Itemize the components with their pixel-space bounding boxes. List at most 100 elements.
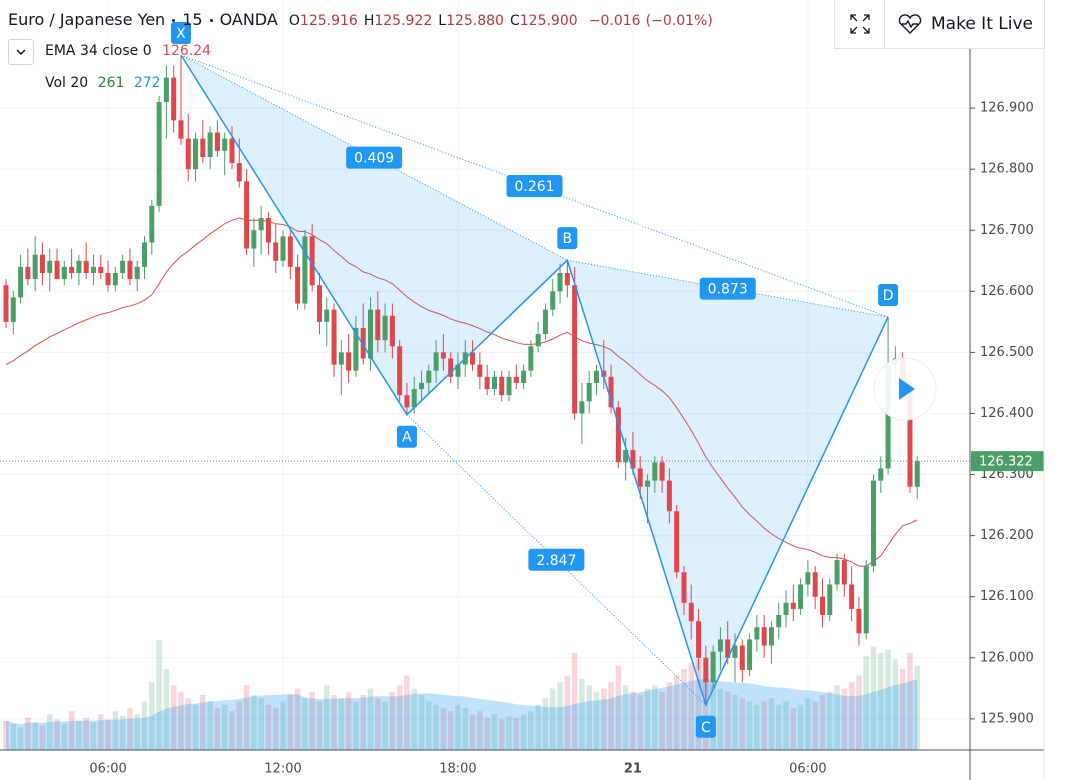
play-icon xyxy=(899,378,915,400)
volume-bar xyxy=(528,711,534,750)
volume-bar xyxy=(615,665,622,750)
volume-bar xyxy=(549,688,556,750)
ratio-box xyxy=(528,548,585,571)
candle-body xyxy=(171,77,177,121)
candle-body xyxy=(265,218,271,243)
volume-bar xyxy=(469,714,476,750)
volume-bar xyxy=(141,701,148,750)
candle-body xyxy=(914,461,920,487)
volume-bar xyxy=(25,717,31,750)
volume-bar xyxy=(46,714,53,750)
volume-bar xyxy=(156,640,162,750)
candle-body xyxy=(856,608,862,634)
volume-bar xyxy=(899,669,906,750)
ema-label: EMA 34 close 0 xyxy=(45,43,152,59)
candle-body xyxy=(389,315,395,347)
candle-body xyxy=(309,236,315,286)
candle-body xyxy=(112,273,118,286)
volume-bar xyxy=(272,707,279,750)
volume-bar xyxy=(447,711,454,750)
candle-body xyxy=(18,266,24,298)
volume-bar xyxy=(134,714,141,750)
volume-bar xyxy=(119,716,126,750)
volume-bar xyxy=(374,698,381,750)
candle-body xyxy=(652,462,658,481)
volume-bar xyxy=(892,659,899,750)
candle-body xyxy=(193,138,199,170)
candle-body xyxy=(863,566,869,634)
volume-bar xyxy=(229,711,235,750)
volume-bar xyxy=(498,719,505,750)
y-tick-label: 126.100 xyxy=(980,589,1034,604)
candle-body xyxy=(163,77,169,102)
volume-bar xyxy=(39,725,46,750)
volume-bar xyxy=(426,701,432,750)
volume-bar xyxy=(207,701,213,750)
candle-body xyxy=(754,627,760,640)
candle-body xyxy=(185,138,191,170)
volume-bar xyxy=(382,701,388,750)
candle-body xyxy=(105,273,111,286)
candle-body xyxy=(448,358,454,377)
candle-body xyxy=(564,273,570,286)
volume-bar xyxy=(805,698,811,750)
volume-bar xyxy=(717,688,724,750)
volume-bar xyxy=(353,701,359,750)
fullscreen-button[interactable] xyxy=(835,0,885,48)
volume-bar xyxy=(149,682,155,750)
volume-bar xyxy=(564,675,571,750)
candle-body xyxy=(812,572,818,597)
candle-body xyxy=(608,376,614,408)
x-tick-label: 18:00 xyxy=(439,762,476,777)
volume-bar xyxy=(746,701,753,750)
make-live-button[interactable]: Make It Live xyxy=(885,0,1044,48)
candle-body xyxy=(783,602,789,616)
volume-bar xyxy=(105,719,111,750)
candle-body xyxy=(666,480,672,512)
candle-body xyxy=(623,450,629,463)
candle-body xyxy=(419,382,425,390)
volume-bar xyxy=(520,714,527,750)
volume-bar xyxy=(54,719,60,750)
volume-bar xyxy=(571,652,578,750)
candle-body xyxy=(178,120,184,139)
volume-bar xyxy=(3,720,9,750)
candle-body xyxy=(222,138,228,151)
candle-body xyxy=(871,480,877,567)
ohlc-prefix: H xyxy=(363,13,375,29)
candle-body xyxy=(440,352,446,359)
volume-bar xyxy=(870,646,877,750)
plot-area: 0.409 0.261 0.873 2.847 X A B C D xyxy=(0,0,970,750)
volume-bar xyxy=(294,688,301,750)
symbol: Euro / Japanese Yen xyxy=(8,10,166,29)
volume-bar xyxy=(834,685,840,750)
candle-body xyxy=(397,346,403,396)
change-pct: (−0.01%) xyxy=(645,13,713,29)
y-tick-label: 126.800 xyxy=(980,162,1034,177)
volume-bar xyxy=(535,704,541,750)
volume-bar xyxy=(323,685,330,750)
y-tick-label: 126.600 xyxy=(980,284,1034,299)
candle-body xyxy=(528,346,534,371)
y-tick-label: 126.500 xyxy=(980,345,1034,360)
point-label: B xyxy=(563,231,573,247)
candle-body xyxy=(134,266,140,280)
candle-body xyxy=(630,450,636,469)
ohlc-value: 125.922 xyxy=(374,13,433,29)
volume-bar xyxy=(302,698,308,750)
candle-body xyxy=(615,407,621,463)
volume-bar xyxy=(856,675,862,750)
volume-bar xyxy=(841,688,848,750)
ohlc-value: 125.916 xyxy=(299,13,358,29)
play-button[interactable] xyxy=(873,357,937,421)
volume-bar xyxy=(178,691,184,750)
ohlc-prefix: O xyxy=(288,13,300,29)
candle-body xyxy=(69,266,75,274)
candle-body xyxy=(61,266,67,280)
ratio-label: 0.261 xyxy=(514,179,554,195)
collapse-button[interactable] xyxy=(8,39,34,65)
volume-bar xyxy=(440,707,447,750)
volume-bar xyxy=(754,704,760,750)
pattern-line xyxy=(180,54,889,707)
volume-bar xyxy=(462,707,469,750)
